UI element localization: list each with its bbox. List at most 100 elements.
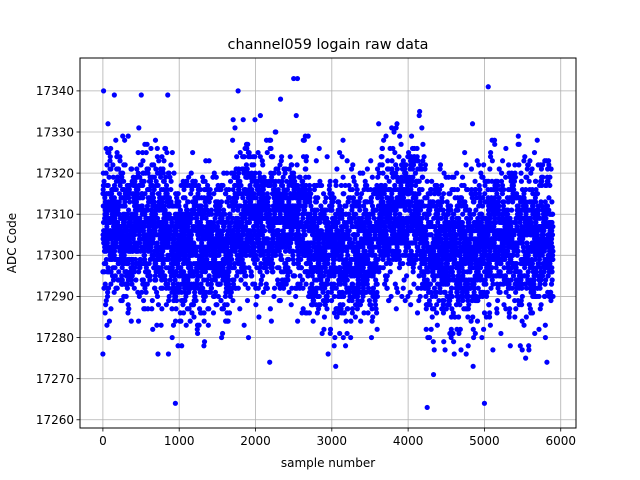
data-point [296, 232, 302, 238]
data-point [298, 265, 305, 271]
data-point [344, 219, 350, 226]
data-point [430, 199, 436, 205]
data-point [457, 252, 463, 258]
data-point [113, 240, 119, 246]
data-point [194, 326, 200, 332]
data-point [463, 203, 469, 209]
data-point [382, 281, 388, 287]
data-point [314, 207, 320, 213]
data-point [422, 162, 429, 168]
data-point [354, 191, 360, 197]
data-point [444, 260, 451, 267]
data-point [154, 240, 160, 246]
data-point [477, 199, 483, 205]
data-point [204, 207, 210, 213]
data-point [343, 318, 349, 324]
data-point [279, 199, 285, 205]
data-point [458, 347, 464, 353]
data-point [330, 260, 337, 267]
data-point [448, 207, 454, 213]
data-point [200, 256, 206, 263]
data-point [476, 182, 482, 189]
data-point [251, 174, 257, 180]
data-point [199, 215, 205, 221]
data-point [394, 285, 400, 291]
data-point [323, 207, 329, 213]
data-point [437, 203, 444, 209]
data-point [314, 310, 320, 316]
data-point [262, 228, 268, 234]
data-point [402, 297, 408, 304]
data-point [423, 236, 429, 242]
data-point [355, 248, 361, 254]
data-point [328, 228, 334, 234]
data-point [238, 182, 244, 189]
data-point [424, 178, 430, 184]
data-point [202, 293, 208, 300]
data-point [282, 170, 288, 176]
data-point [460, 297, 466, 304]
data-point [465, 252, 472, 258]
data-point [286, 166, 292, 172]
data-point [394, 166, 400, 172]
data-point [156, 170, 163, 176]
data-point [231, 277, 237, 283]
data-point [437, 186, 443, 193]
data-point [116, 211, 122, 217]
data-point [325, 219, 332, 226]
data-point [427, 191, 434, 197]
data-point [326, 182, 333, 189]
data-point [328, 297, 335, 304]
data-point [363, 289, 369, 295]
data-point [135, 289, 141, 295]
data-point [237, 306, 243, 312]
data-point [435, 219, 441, 226]
data-point [281, 186, 287, 193]
data-point [119, 174, 125, 180]
data-point [347, 293, 353, 300]
data-point [445, 281, 451, 287]
data-point [467, 211, 473, 217]
data-point [119, 297, 125, 304]
data-point [173, 293, 179, 300]
data-point [282, 248, 289, 254]
data-point [414, 145, 420, 152]
data-point [302, 186, 309, 193]
data-point [307, 186, 313, 193]
data-point [303, 166, 309, 172]
data-point [103, 297, 109, 304]
data-point [471, 289, 477, 295]
data-point [327, 326, 334, 332]
data-point [348, 265, 354, 271]
data-point [252, 117, 258, 123]
data-point [380, 199, 386, 205]
data-point [121, 252, 127, 258]
data-point [260, 273, 266, 279]
data-point [235, 207, 241, 213]
data-point [421, 203, 427, 209]
data-point [315, 306, 322, 312]
data-point [180, 310, 187, 316]
data-point [181, 232, 187, 238]
data-point [320, 191, 327, 197]
data-point [468, 232, 474, 238]
data-point [166, 195, 173, 201]
data-point [344, 248, 350, 254]
data-point [469, 195, 475, 201]
data-point [471, 285, 478, 291]
data-point [356, 203, 363, 209]
data-point [423, 306, 429, 312]
data-point [238, 203, 244, 209]
data-point [321, 314, 328, 320]
data-point [416, 273, 422, 279]
data-point [408, 302, 414, 308]
data-point [115, 207, 121, 213]
data-point [196, 236, 202, 242]
data-point [185, 277, 191, 283]
data-point [300, 215, 306, 221]
data-point [141, 178, 147, 184]
data-point [244, 145, 250, 152]
data-point [441, 297, 447, 304]
data-point [346, 289, 353, 295]
data-point [213, 174, 219, 180]
